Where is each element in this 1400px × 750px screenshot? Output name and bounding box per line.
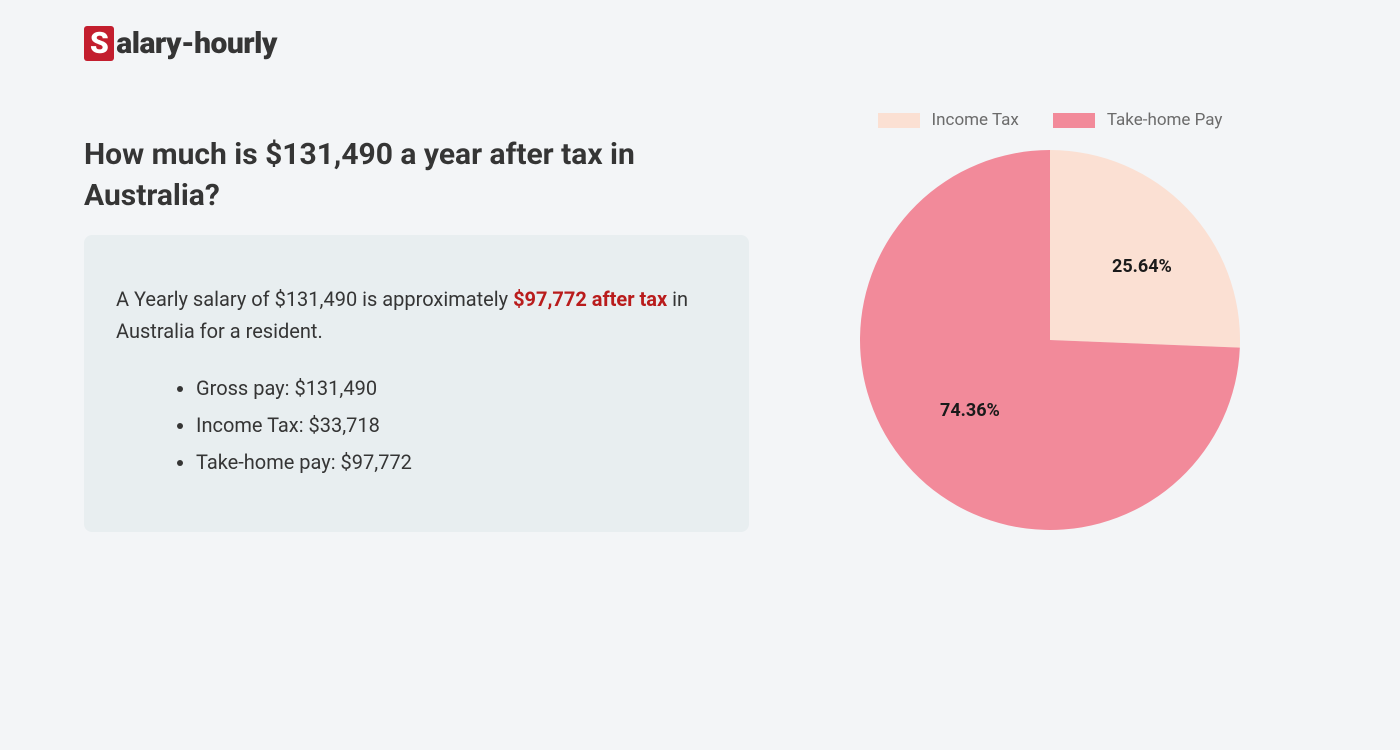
summary-list: Gross pay: $131,490 Income Tax: $33,718 … (116, 373, 717, 478)
list-item: Income Tax: $33,718 (196, 410, 717, 441)
legend-label: Take-home Pay (1107, 110, 1223, 130)
list-item: Take-home pay: $97,772 (196, 447, 717, 478)
legend-item-income-tax: Income Tax (878, 110, 1019, 130)
summary-highlight: $97,772 after tax (513, 287, 667, 311)
pie-data-label-income-tax: 25.64% (1112, 256, 1172, 277)
legend-label: Income Tax (932, 110, 1019, 130)
pie-data-label-take-home: 74.36% (940, 400, 1000, 421)
site-logo: Salary-hourly (84, 26, 277, 61)
legend-swatch (878, 113, 920, 128)
pie-chart-area: Income Tax Take-home Pay 25.64% 74.36% (860, 110, 1240, 530)
summary-box: A Yearly salary of $131,490 is approxima… (84, 235, 749, 532)
pie-svg (860, 150, 1240, 530)
summary-prefix: A Yearly salary of $131,490 is approxima… (116, 287, 513, 311)
logo-letter: S (84, 26, 114, 61)
logo-text: alary-hourly (116, 26, 277, 61)
pie-chart: 25.64% 74.36% (860, 150, 1240, 530)
legend-item-take-home: Take-home Pay (1053, 110, 1223, 130)
chart-legend: Income Tax Take-home Pay (860, 110, 1240, 130)
list-item: Gross pay: $131,490 (196, 373, 717, 404)
summary-paragraph: A Yearly salary of $131,490 is approxima… (116, 283, 717, 347)
page-heading: How much is $131,490 a year after tax in… (84, 135, 704, 216)
legend-swatch (1053, 113, 1095, 128)
